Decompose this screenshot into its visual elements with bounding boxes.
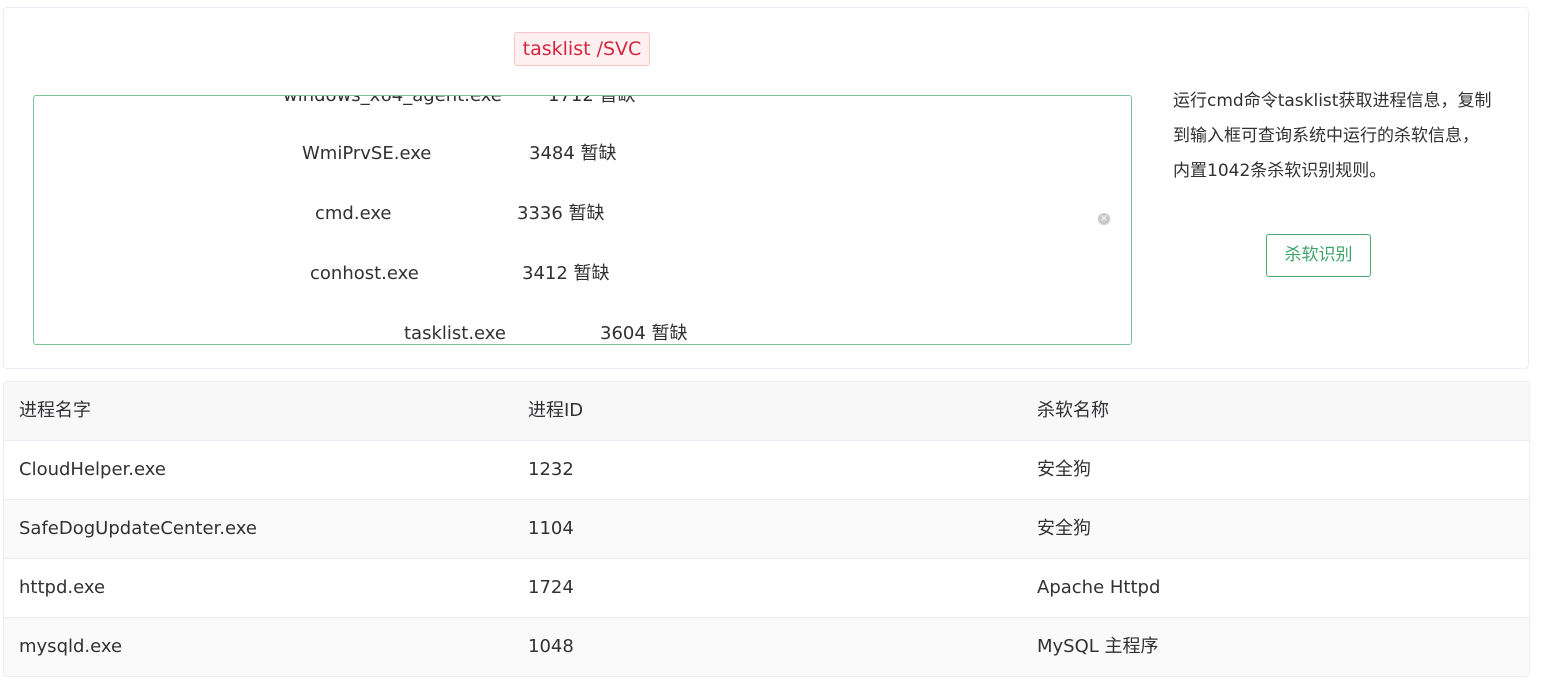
table-cell: CloudHelper.exe <box>19 459 166 480</box>
process-info: 1712 暂缺 <box>548 95 636 106</box>
identify-button[interactable]: 杀软识别 <box>1266 234 1371 277</box>
table-cell: MySQL 主程序 <box>1037 636 1159 657</box>
description: 到输入框可查询系统中运行的杀软信息， <box>1173 126 1479 146</box>
header-cell: 杀软名称 <box>1037 400 1109 421</box>
process-name: tasklist.exe <box>404 323 506 344</box>
header-cell: 进程名字 <box>19 400 91 421</box>
command-tag: tasklist /SVC <box>514 32 650 66</box>
table-cell: 安全狗 <box>1037 459 1091 480</box>
process-name: windows_x64_agent.exe <box>283 95 502 106</box>
table-row: mysqld.exe 1048 MySQL 主程序 <box>4 618 1529 676</box>
table-header: 进程名字 进程ID 杀软名称 <box>4 382 1529 441</box>
table-cell: 1724 <box>528 577 574 598</box>
description: 内置1042条杀软识别规则。 <box>1173 161 1387 181</box>
table-cell: 1048 <box>528 636 574 657</box>
table-row: SafeDogUpdateCenter.exe 1104 安全狗 <box>4 500 1529 559</box>
table-cell: 1104 <box>528 518 574 539</box>
table-cell: Apache Httpd <box>1037 577 1161 598</box>
table-row: CloudHelper.exe 1232 安全狗 <box>4 441 1529 500</box>
clear-icon[interactable]: × <box>1098 213 1110 225</box>
table-cell: httpd.exe <box>19 577 106 598</box>
table-cell: 安全狗 <box>1037 518 1091 539</box>
header-cell: 进程ID <box>528 400 584 421</box>
process-info: 3336 暂缺 <box>517 203 605 224</box>
process-name: conhost.exe <box>310 263 419 284</box>
process-info: 3484 暂缺 <box>529 143 617 164</box>
description: 运行cmd命令tasklist获取进程信息，复制 <box>1173 91 1492 111</box>
process-info: 3412 暂缺 <box>522 263 610 284</box>
textarea[interactable]: windows_x64_agent.exe 1712 暂缺 WmiPrvSE.exe… <box>33 95 1132 345</box>
process-info: 3604 暂缺 <box>600 323 688 344</box>
table-cell: 1232 <box>528 459 574 480</box>
process-name: cmd.exe <box>315 203 392 224</box>
table-cell: mysqld.exe <box>19 636 123 657</box>
result-table: 进程名字 进程ID 杀软名称 CloudHelper.exe 1232 安全狗 SafeDo… <box>3 381 1530 677</box>
table-row: httpd.exe 1724 Apache Httpd <box>4 559 1529 618</box>
input-panel <box>3 7 1529 369</box>
table-cell: SafeDogUpdateCenter.exe <box>19 518 257 539</box>
process-name: WmiPrvSE.exe <box>302 143 432 164</box>
